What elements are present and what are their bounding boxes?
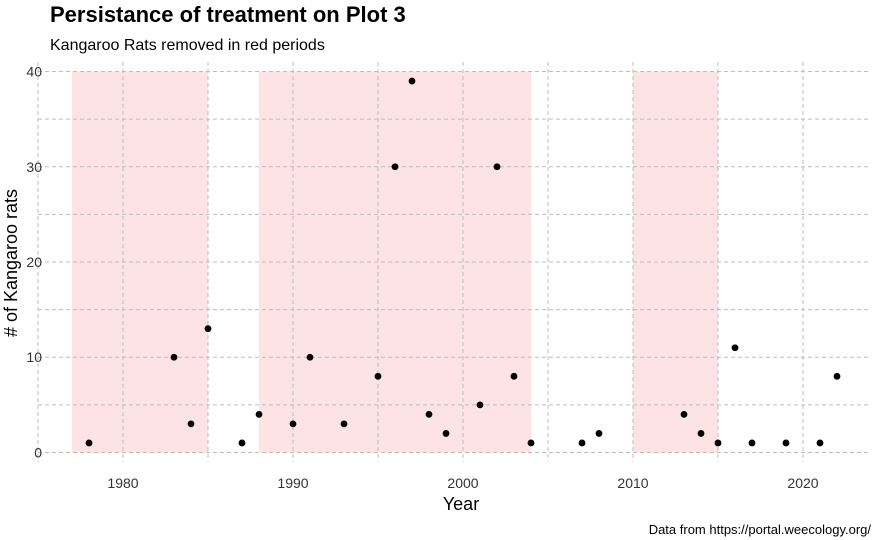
data-point xyxy=(408,77,416,85)
x-tick-label: 2020 xyxy=(787,475,818,491)
data-point xyxy=(204,325,212,333)
data-point xyxy=(595,430,603,437)
y-tick-label: 10 xyxy=(26,349,42,365)
x-tick-label: 2010 xyxy=(617,475,648,491)
axis-ticks: 1980 1990 2000 2010 2020 0 10 20 30 40 xyxy=(26,64,818,491)
data-point xyxy=(748,439,756,447)
chart-title: Persistance of treatment on Plot 3 xyxy=(50,2,406,27)
data-point xyxy=(170,353,178,361)
data-point xyxy=(527,439,535,447)
data-point xyxy=(289,420,297,428)
data-point xyxy=(425,410,433,418)
data-point xyxy=(238,439,246,447)
y-tick-label: 0 xyxy=(34,444,42,460)
y-tick-label: 40 xyxy=(26,64,42,80)
data-point xyxy=(680,410,688,418)
data-point xyxy=(391,163,399,171)
x-tick-label: 2000 xyxy=(447,475,478,491)
data-point xyxy=(833,372,841,380)
data-points xyxy=(85,77,841,447)
data-point xyxy=(374,372,382,380)
chart-subtitle: Kangaroo Rats removed in red periods xyxy=(50,37,325,54)
data-point xyxy=(731,344,739,352)
data-point xyxy=(442,430,450,437)
data-point xyxy=(697,430,705,437)
data-point xyxy=(578,439,586,447)
y-tick-label: 20 xyxy=(26,254,42,270)
data-point xyxy=(85,439,93,447)
data-point xyxy=(306,353,314,361)
x-tick-label: 1990 xyxy=(277,475,308,491)
chart-caption: Data from https://portal.weecology.org/ xyxy=(649,522,872,537)
x-tick-label: 1980 xyxy=(107,475,138,491)
data-point xyxy=(187,420,195,428)
data-point xyxy=(782,439,790,447)
data-point xyxy=(255,410,263,418)
data-point xyxy=(816,439,824,447)
y-axis-title: # of Kangaroo rats xyxy=(1,189,21,337)
y-tick-label: 30 xyxy=(26,159,42,175)
x-axis-title: Year xyxy=(443,494,479,514)
data-point xyxy=(340,420,348,428)
data-point xyxy=(476,401,484,409)
data-point xyxy=(510,372,518,380)
data-point xyxy=(493,163,501,171)
grid xyxy=(37,62,871,462)
data-point xyxy=(714,439,722,447)
